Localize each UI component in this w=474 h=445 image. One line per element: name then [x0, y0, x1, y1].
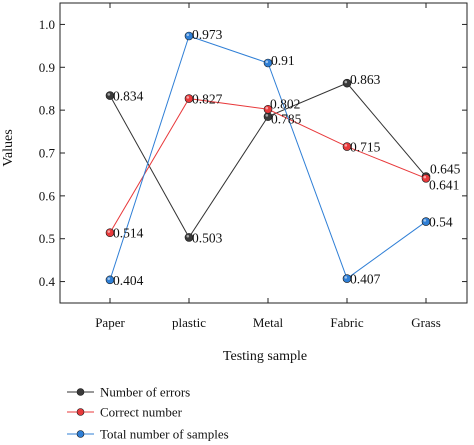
- legend-entry: Total number of samples: [67, 427, 229, 442]
- data-label: 0.407: [350, 272, 381, 287]
- y-tick-label: 0.5: [39, 231, 55, 246]
- data-label: 0.91: [271, 53, 295, 68]
- point-highlight: [344, 80, 348, 84]
- x-tick-label: plastic: [172, 315, 206, 330]
- data-label: 0.802: [270, 96, 300, 111]
- legend-label: Total number of samples: [100, 427, 229, 442]
- series-2: [105, 94, 431, 238]
- point-highlight: [186, 96, 190, 99]
- data-label: 0.973: [192, 27, 223, 42]
- data-label: 0.641: [429, 177, 459, 192]
- y-axis-title: Values: [1, 129, 16, 166]
- y-tick-label: 0.4: [39, 274, 56, 289]
- series-3: [105, 31, 431, 285]
- point-highlight: [186, 33, 190, 37]
- point-highlight: [344, 144, 348, 147]
- data-label: 0.645: [430, 162, 461, 177]
- y-tick-label: 0.8: [39, 103, 55, 118]
- y-tick-label: 0.7: [39, 146, 56, 161]
- point-highlight: [265, 60, 269, 64]
- point-highlight: [423, 175, 427, 179]
- point-highlight: [423, 219, 427, 222]
- point-highlight: [107, 277, 111, 280]
- y-tick-label: 1.0: [39, 17, 55, 32]
- legend-marker: [76, 408, 85, 416]
- legend-marker: [76, 388, 85, 396]
- data-label: 0.54: [429, 215, 453, 230]
- x-tick-label: Fabric: [330, 315, 363, 330]
- x-tick-label: Metal: [253, 315, 284, 330]
- series-layer: [105, 31, 431, 285]
- data-label: 0.863: [350, 72, 381, 87]
- data-label: 0.514: [113, 226, 144, 241]
- data-labels: 0.834 0.503 0.785 0.863 0.645 0.514 0.827 0.802…: [113, 27, 461, 288]
- y-tick-label: 0.9: [39, 60, 55, 75]
- data-label: 0.834: [113, 89, 144, 104]
- x-tick-label: Grass: [411, 315, 441, 330]
- point-highlight: [107, 230, 111, 233]
- data-label: 0.827: [192, 92, 223, 107]
- x-tick-label: Paper: [95, 315, 125, 330]
- x-axis-title: Testing sample: [223, 349, 307, 364]
- data-label: 0.503: [192, 230, 223, 245]
- data-label: 0.404: [113, 273, 144, 288]
- legend-label: Number of errors: [100, 385, 190, 400]
- legend-entry: Correct number: [67, 405, 183, 420]
- point-highlight: [265, 114, 269, 117]
- data-label: 0.785: [271, 112, 302, 127]
- point-highlight: [344, 276, 348, 279]
- legend-label: Correct number: [100, 405, 183, 420]
- legend-entry: Number of errors: [67, 385, 190, 400]
- point-highlight: [107, 93, 111, 96]
- y-tick-label: 0.6: [39, 188, 56, 203]
- point-highlight: [265, 106, 269, 110]
- point-highlight: [186, 234, 190, 238]
- data-label: 0.715: [350, 140, 381, 155]
- legend: Number of errors Correct number Total numb…: [67, 385, 229, 442]
- legend-marker: [76, 430, 85, 438]
- axes: 0.4 0.5 0.6 0.7 0.8 0.9 1.0 Paper plastic Metal Fa…: [39, 2, 468, 330]
